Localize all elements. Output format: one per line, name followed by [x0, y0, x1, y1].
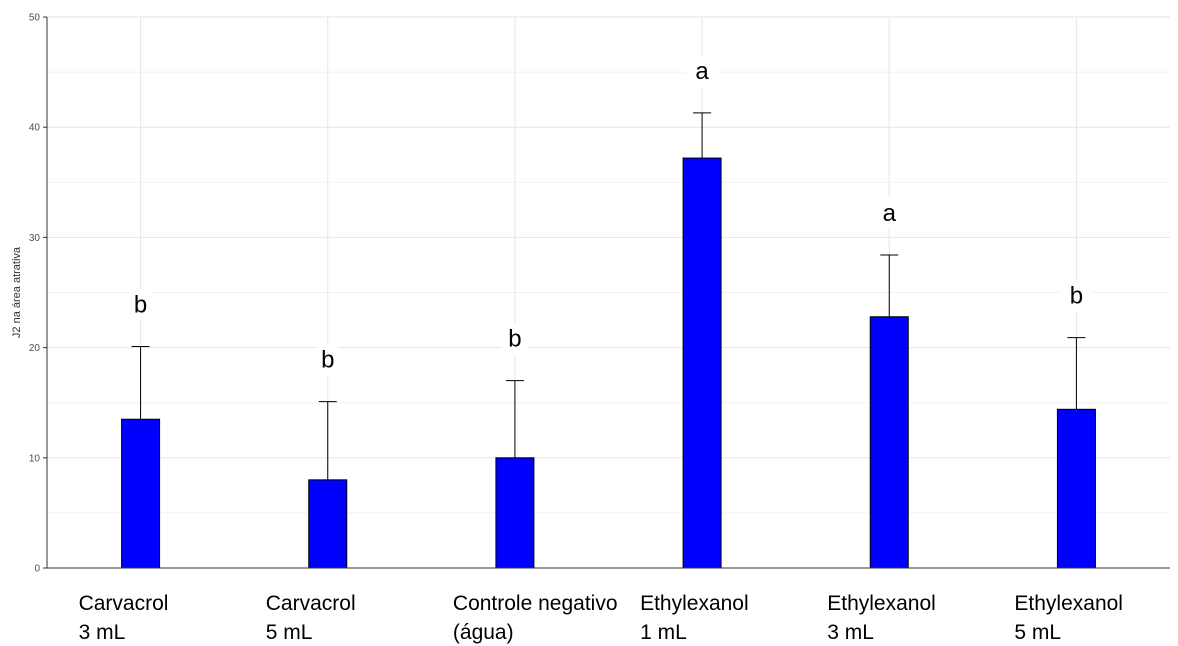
significance-backdrop — [311, 343, 344, 376]
error-bar — [880, 254, 899, 317]
bar — [495, 457, 535, 569]
error-bar — [693, 112, 712, 159]
error-bar — [131, 345, 150, 420]
category-label: Carvacrol 3 mL — [79, 592, 169, 644]
bar — [121, 418, 161, 569]
significance-letters: b b b a a b — [124, 54, 1093, 376]
significance-backdrop — [1060, 279, 1093, 312]
y-tick-label: 10 — [29, 453, 41, 464]
error-bar — [505, 380, 524, 458]
y-ticks: 0 10 20 30 40 50 — [29, 13, 47, 575]
significance-backdrop — [873, 197, 906, 230]
significance-letter: a — [695, 58, 709, 85]
y-tick-label: 0 — [34, 564, 40, 575]
significance-letter: b — [321, 347, 334, 374]
significance-letter: a — [883, 200, 897, 227]
axes — [46, 17, 1170, 569]
error-bar — [1067, 337, 1086, 410]
significance-letter: b — [134, 291, 147, 318]
category-labels: Carvacrol 3 mL Carvacrol 5 mL Controle negat… — [79, 592, 1123, 644]
bar — [682, 157, 722, 569]
category-label: Ethylexanol 5 mL — [1014, 592, 1123, 644]
y-axis-label: J2 na área atrativa — [11, 246, 23, 338]
y-tick-label: 30 — [29, 233, 41, 244]
bar — [869, 316, 909, 569]
bar — [1056, 408, 1096, 569]
significance-backdrop — [498, 322, 531, 355]
significance-letter: b — [508, 326, 521, 353]
y-tick-label: 20 — [29, 343, 41, 354]
y-tick-label: 50 — [29, 13, 41, 24]
category-label: Carvacrol 5 mL — [266, 592, 356, 644]
category-label: Ethylexanol 1 mL — [640, 592, 749, 644]
error-bar — [318, 401, 337, 480]
error-bars — [131, 112, 1086, 480]
y-tick-label: 40 — [29, 123, 41, 134]
bar — [308, 479, 348, 569]
grid — [47, 16, 1170, 569]
significance-backdrop — [686, 54, 719, 87]
significance-letter: b — [1070, 283, 1083, 310]
category-label: Ethylexanol 3 mL — [827, 592, 936, 644]
significance-backdrop — [124, 288, 157, 321]
bars — [121, 157, 1096, 569]
category-label: Controle negativo (água) — [453, 592, 618, 644]
